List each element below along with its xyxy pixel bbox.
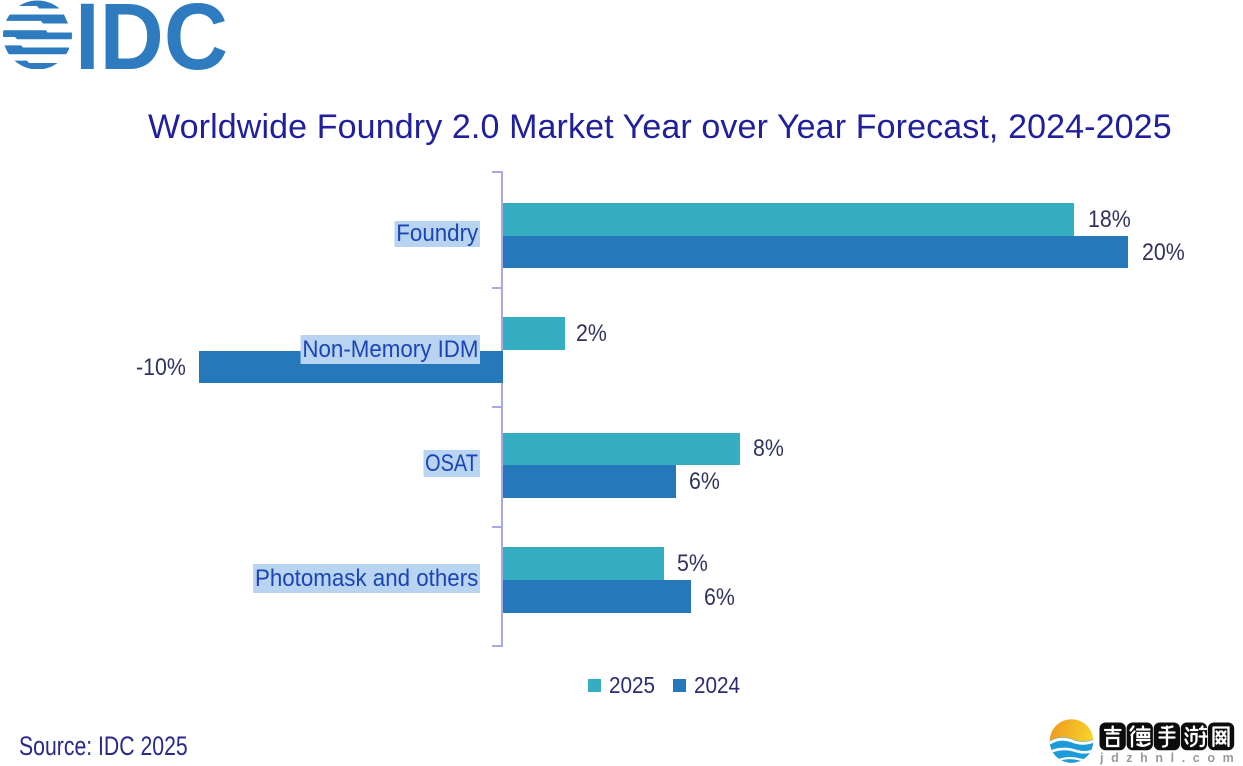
svg-text:IDC: IDC: [75, 0, 228, 72]
